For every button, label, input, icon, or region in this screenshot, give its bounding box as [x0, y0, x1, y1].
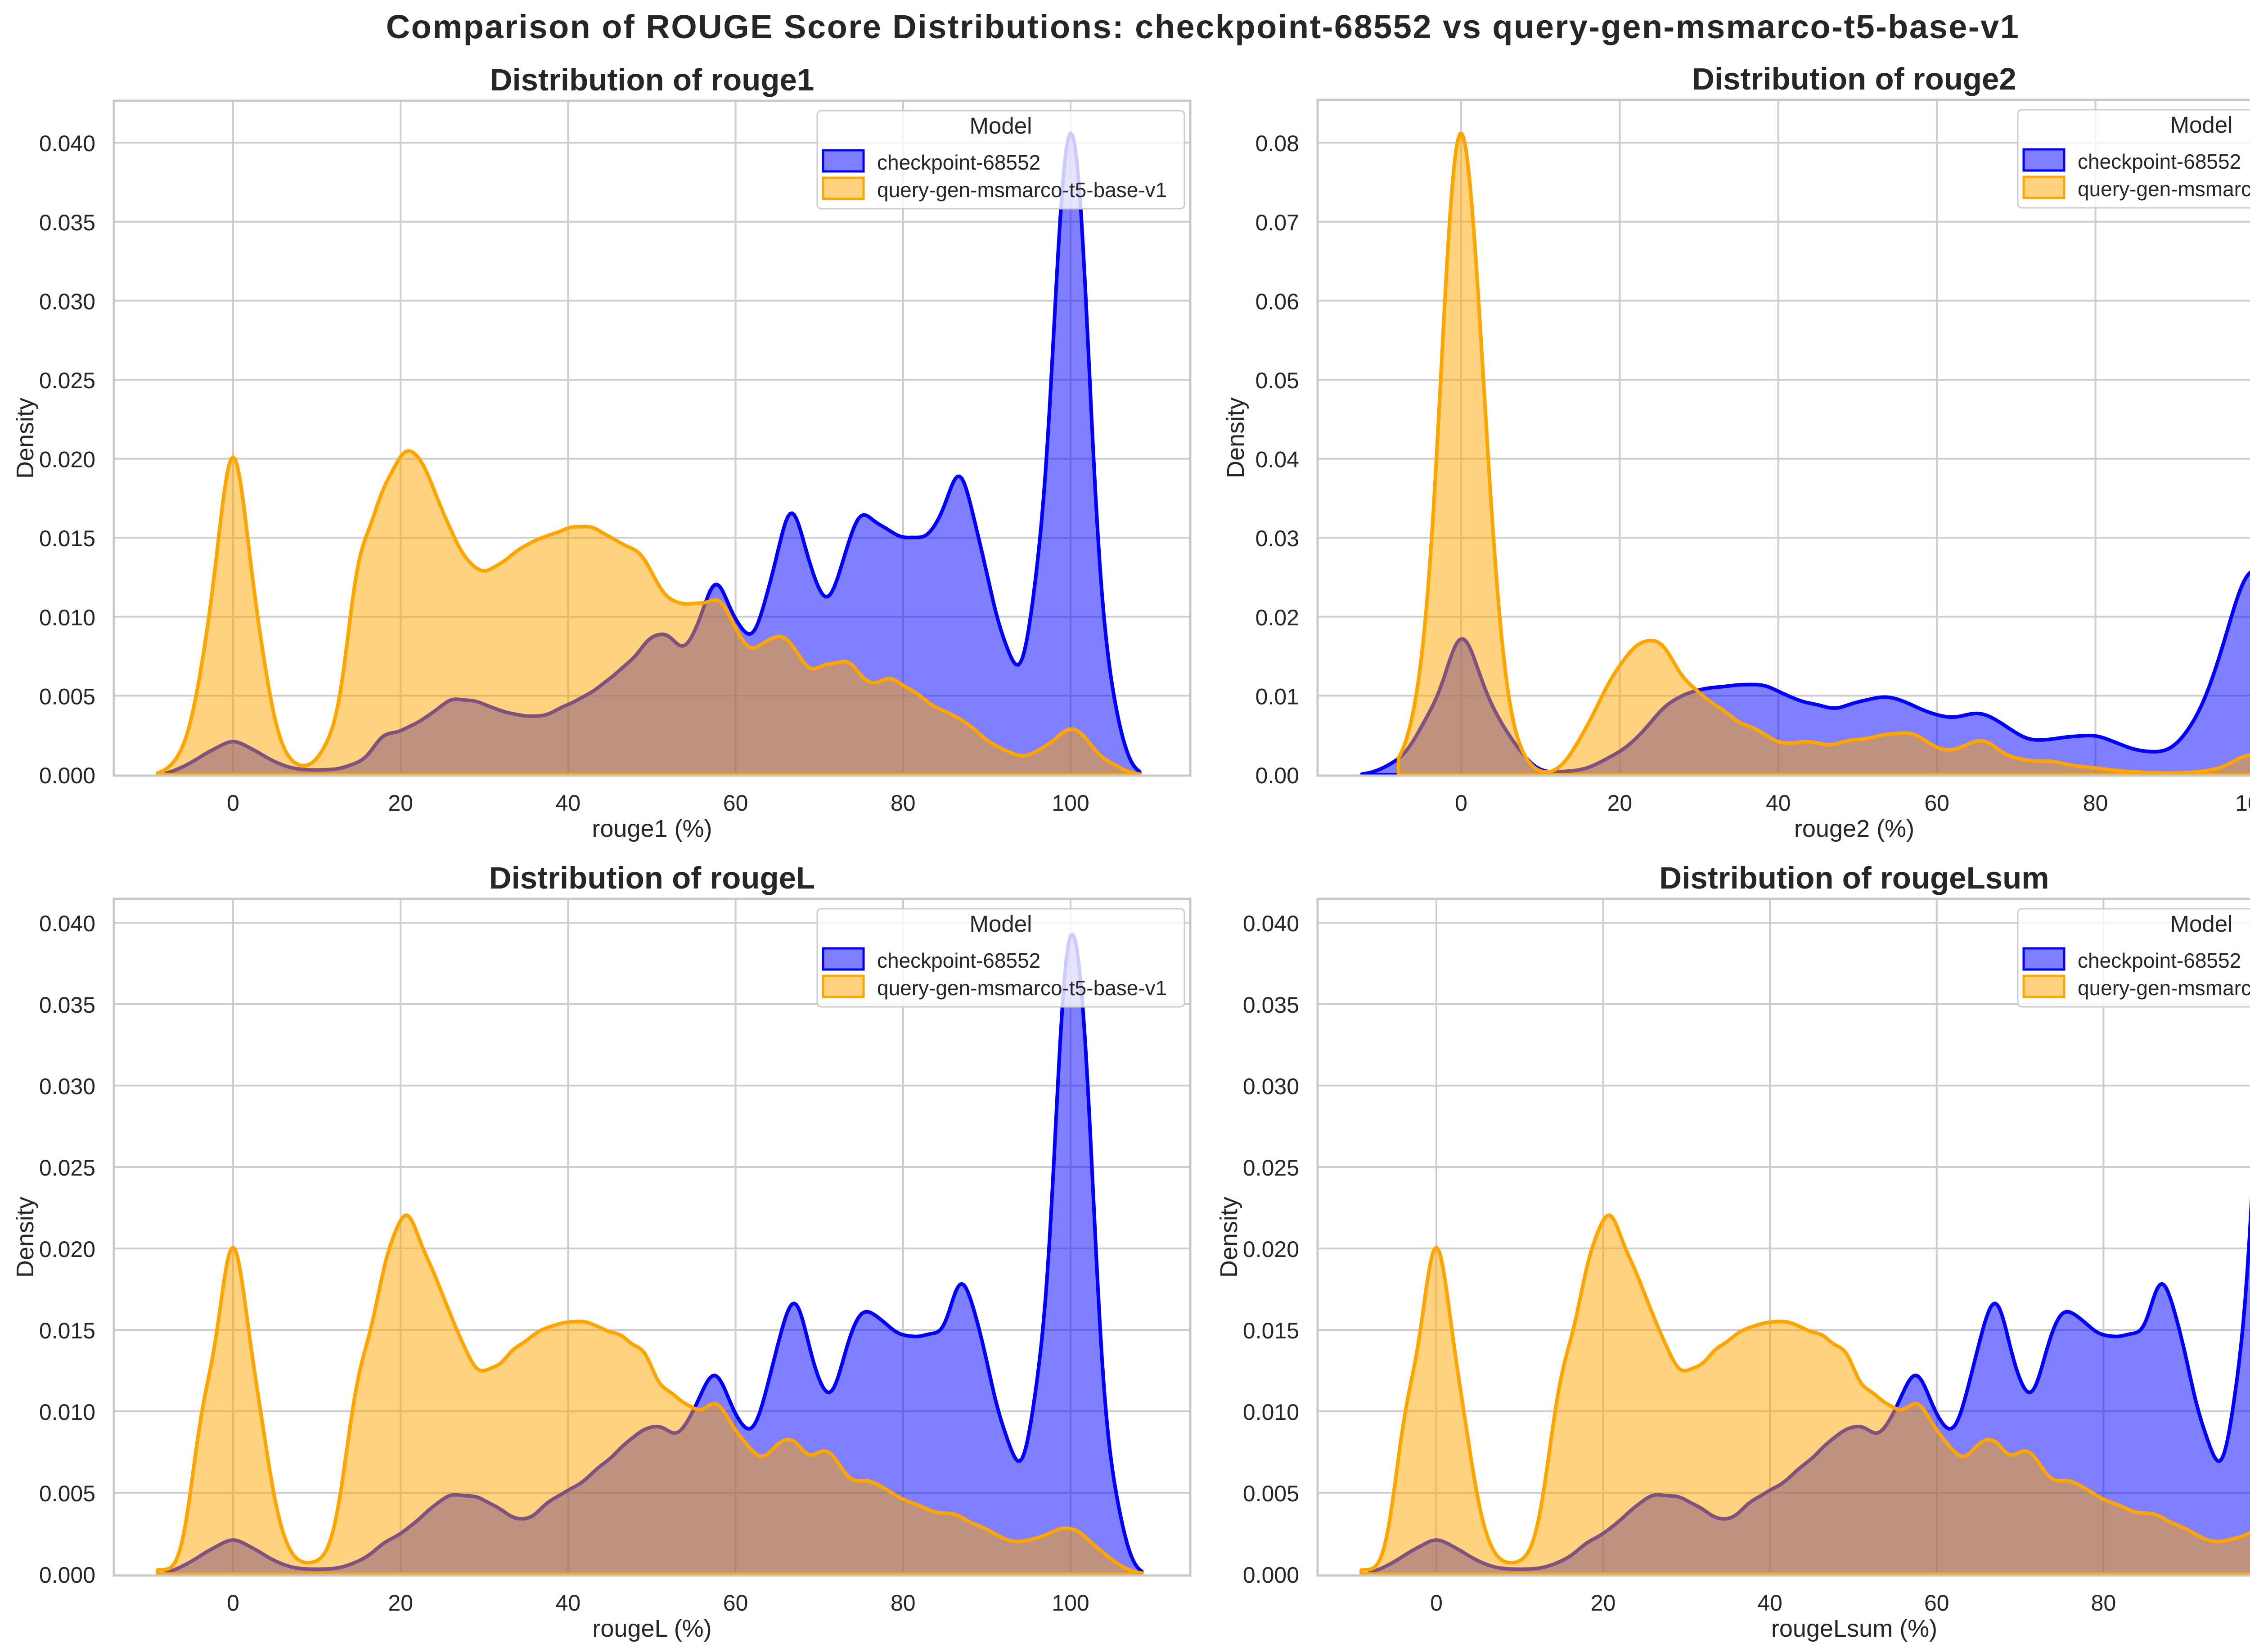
svg-text:0.005: 0.005	[39, 684, 95, 709]
svg-text:0: 0	[227, 1590, 239, 1616]
svg-text:Model: Model	[2170, 911, 2233, 937]
svg-text:0.03: 0.03	[1256, 526, 1299, 551]
svg-text:0.040: 0.040	[39, 911, 95, 936]
svg-text:0.015: 0.015	[39, 1318, 95, 1343]
svg-text:40: 40	[1766, 790, 1791, 816]
svg-text:0.07: 0.07	[1256, 210, 1299, 235]
svg-text:0.08: 0.08	[1256, 131, 1299, 156]
svg-text:0.010: 0.010	[39, 605, 95, 630]
svg-text:0.015: 0.015	[1243, 1318, 1299, 1343]
svg-text:Distribution of rougeLsum: Distribution of rougeLsum	[1659, 861, 2049, 895]
svg-text:0.01: 0.01	[1256, 684, 1299, 709]
svg-text:0: 0	[227, 790, 239, 816]
svg-text:rouge2 (%): rouge2 (%)	[1794, 815, 1914, 842]
svg-text:rouge1 (%): rouge1 (%)	[592, 815, 712, 842]
svg-text:80: 80	[891, 1590, 916, 1616]
svg-text:0.000: 0.000	[1243, 1562, 1299, 1588]
svg-text:0.020: 0.020	[39, 1237, 95, 1262]
svg-text:80: 80	[2091, 1590, 2116, 1616]
svg-text:0.010: 0.010	[39, 1400, 95, 1425]
svg-text:0.00: 0.00	[1256, 763, 1299, 788]
svg-text:Model: Model	[970, 113, 1032, 139]
svg-text:60: 60	[1924, 1590, 1949, 1616]
svg-text:Distribution of rouge2: Distribution of rouge2	[1692, 62, 2016, 96]
svg-text:100: 100	[1052, 1590, 1089, 1616]
svg-text:Comparison of ROUGE Score Dist: Comparison of ROUGE Score Distributions:…	[386, 8, 2020, 45]
svg-text:20: 20	[388, 790, 413, 816]
svg-text:0.030: 0.030	[39, 289, 95, 314]
svg-text:40: 40	[556, 790, 581, 816]
svg-text:0.005: 0.005	[39, 1481, 95, 1506]
svg-text:0.035: 0.035	[39, 210, 95, 235]
svg-text:0.005: 0.005	[1243, 1481, 1299, 1506]
svg-text:20: 20	[1591, 1590, 1616, 1616]
svg-text:Density: Density	[1215, 1197, 1242, 1278]
svg-text:checkpoint-68552: checkpoint-68552	[2078, 949, 2241, 972]
svg-text:0.025: 0.025	[1243, 1155, 1299, 1181]
svg-text:Distribution of rouge1: Distribution of rouge1	[490, 63, 814, 97]
svg-text:Model: Model	[970, 911, 1032, 937]
svg-text:0.06: 0.06	[1256, 289, 1299, 314]
svg-text:80: 80	[2083, 790, 2108, 816]
svg-text:0.04: 0.04	[1256, 447, 1299, 472]
svg-text:query-gen-msmarco-t5-base-v1: query-gen-msmarco-t5-base-v1	[2078, 976, 2250, 1000]
svg-text:0.020: 0.020	[1243, 1237, 1299, 1262]
svg-text:Density: Density	[1222, 397, 1249, 478]
svg-text:20: 20	[1607, 790, 1633, 816]
svg-text:0.000: 0.000	[39, 1562, 95, 1588]
svg-text:0.040: 0.040	[39, 131, 95, 156]
svg-text:0.015: 0.015	[39, 526, 95, 551]
svg-text:0.025: 0.025	[39, 368, 95, 393]
svg-text:checkpoint-68552: checkpoint-68552	[877, 151, 1040, 174]
svg-text:40: 40	[556, 1590, 581, 1616]
svg-text:0.02: 0.02	[1256, 605, 1299, 630]
svg-text:60: 60	[723, 790, 748, 816]
svg-text:60: 60	[1924, 790, 1949, 816]
svg-text:0.035: 0.035	[1243, 992, 1299, 1018]
svg-text:Density: Density	[12, 1197, 39, 1278]
svg-text:100: 100	[2235, 790, 2250, 816]
svg-text:rougeLsum (%): rougeLsum (%)	[1771, 1615, 1937, 1642]
svg-text:0.025: 0.025	[39, 1155, 95, 1181]
svg-text:rougeL (%): rougeL (%)	[592, 1615, 711, 1642]
svg-text:0.030: 0.030	[39, 1074, 95, 1099]
svg-text:query-gen-msmarco-t5-base-v1: query-gen-msmarco-t5-base-v1	[877, 976, 1167, 1000]
svg-text:20: 20	[388, 1590, 413, 1616]
svg-text:Distribution of rougeL: Distribution of rougeL	[489, 861, 815, 895]
svg-text:0.000: 0.000	[39, 763, 95, 788]
svg-text:checkpoint-68552: checkpoint-68552	[2078, 150, 2241, 173]
svg-text:query-gen-msmarco-t5-base-v1: query-gen-msmarco-t5-base-v1	[877, 178, 1167, 202]
svg-text:40: 40	[1757, 1590, 1782, 1616]
svg-text:checkpoint-68552: checkpoint-68552	[877, 949, 1040, 972]
svg-text:0.035: 0.035	[39, 992, 95, 1018]
svg-text:100: 100	[1052, 790, 1089, 816]
svg-text:query-gen-msmarco-t5-base-v1: query-gen-msmarco-t5-base-v1	[2078, 177, 2250, 201]
svg-text:0: 0	[1455, 790, 1467, 816]
svg-text:Density: Density	[12, 398, 39, 479]
svg-text:Model: Model	[2170, 112, 2233, 138]
svg-text:80: 80	[891, 790, 916, 816]
svg-text:60: 60	[723, 1590, 748, 1616]
svg-text:0: 0	[1430, 1590, 1443, 1616]
svg-text:0.010: 0.010	[1243, 1400, 1299, 1425]
svg-text:0.040: 0.040	[1243, 911, 1299, 936]
svg-text:0.05: 0.05	[1256, 368, 1299, 393]
svg-text:0.020: 0.020	[39, 447, 95, 472]
svg-text:0.030: 0.030	[1243, 1074, 1299, 1099]
